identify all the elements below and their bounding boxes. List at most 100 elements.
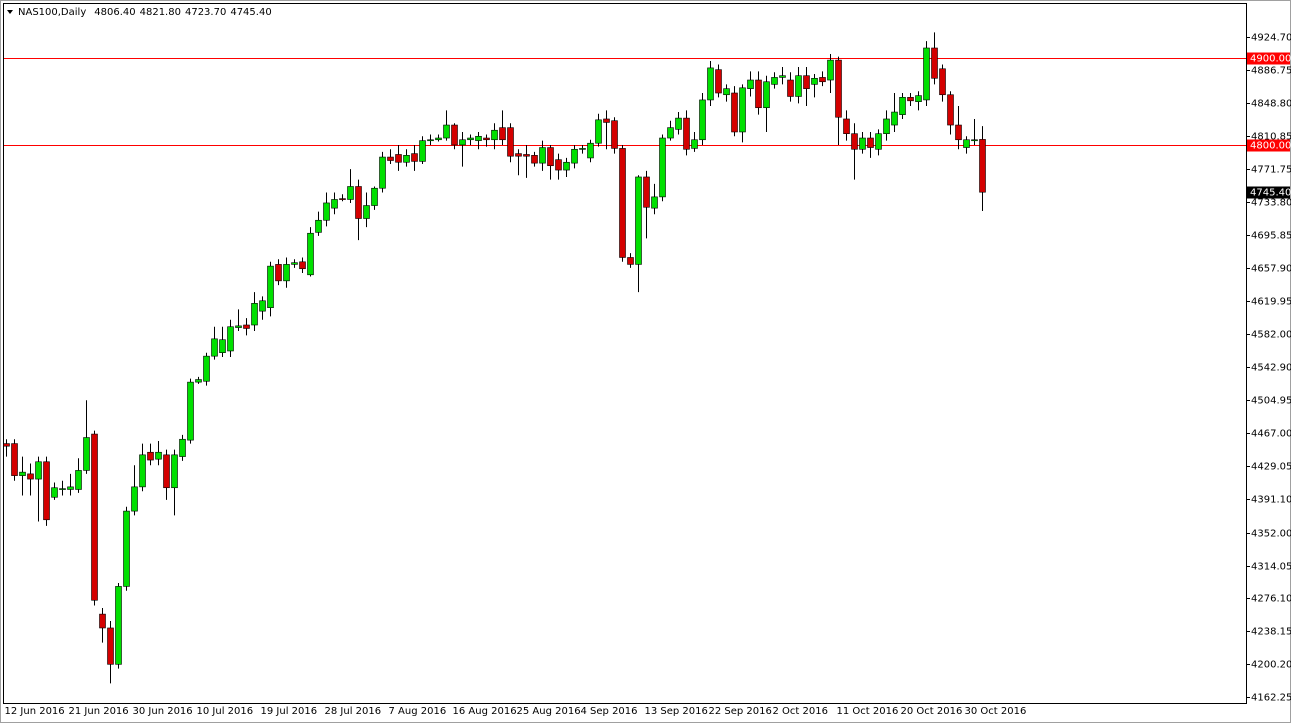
y-tick-label: 4314.05 bbox=[1251, 562, 1291, 573]
y-tick-label: 4276.10 bbox=[1251, 594, 1291, 605]
candle-body bbox=[571, 148, 578, 164]
header-low: 4723.70 bbox=[185, 7, 226, 18]
candle-body bbox=[883, 118, 890, 134]
candle-body bbox=[667, 127, 674, 139]
x-tick-label: 16 Aug 2016 bbox=[453, 706, 517, 717]
candle-body bbox=[267, 265, 274, 308]
candle-body bbox=[115, 586, 122, 665]
candle-body bbox=[275, 264, 282, 282]
candle-body bbox=[11, 443, 18, 476]
candle-body bbox=[355, 186, 362, 219]
candle-body bbox=[427, 139, 434, 142]
menu-arrow[interactable] bbox=[7, 10, 13, 14]
candle-body bbox=[643, 176, 650, 208]
candle-body bbox=[99, 613, 106, 629]
candle-body bbox=[787, 79, 794, 97]
candle-body bbox=[259, 300, 266, 312]
candle-body bbox=[931, 47, 938, 79]
candle-body bbox=[283, 264, 290, 282]
header-high: 4821.80 bbox=[140, 7, 181, 18]
candle-body bbox=[291, 262, 298, 265]
candle-body bbox=[843, 118, 850, 134]
candle-body bbox=[59, 488, 66, 490]
y-tick-label: 4352.00 bbox=[1251, 529, 1291, 540]
candle-body bbox=[523, 154, 530, 157]
candle-body bbox=[195, 379, 202, 383]
candle-body bbox=[899, 97, 906, 115]
candle-body bbox=[179, 438, 186, 457]
x-tick-label: 25 Aug 2016 bbox=[517, 706, 581, 717]
candle-body bbox=[51, 487, 58, 498]
horizontal-line-tag bbox=[1247, 52, 1290, 65]
candle-body bbox=[203, 355, 210, 382]
y-tick-label: 4771.75 bbox=[1251, 165, 1291, 176]
candle-body bbox=[827, 59, 834, 81]
candle-body bbox=[251, 303, 258, 326]
candle-body bbox=[227, 326, 234, 352]
candle-body bbox=[659, 137, 666, 198]
candle-body bbox=[411, 153, 418, 162]
x-tick-label: 11 Oct 2016 bbox=[837, 706, 899, 717]
x-tick-label: 10 Jul 2016 bbox=[197, 706, 254, 717]
candle-body bbox=[403, 155, 410, 163]
candle-body bbox=[451, 124, 458, 146]
candle-body bbox=[771, 77, 778, 85]
y-tick-label: 4200.20 bbox=[1251, 660, 1291, 671]
candle-body bbox=[947, 94, 954, 126]
candle-body bbox=[107, 627, 114, 665]
candle-body bbox=[739, 87, 746, 133]
candle-body bbox=[555, 159, 562, 171]
candle-body bbox=[379, 156, 386, 189]
candle-body bbox=[435, 137, 442, 141]
candle-body bbox=[563, 161, 570, 171]
candle-body bbox=[491, 129, 498, 141]
candle-body bbox=[27, 473, 34, 480]
candle-body bbox=[459, 139, 466, 146]
y-tick-label: 4733.80 bbox=[1251, 198, 1291, 209]
y-tick-label: 4162.25 bbox=[1251, 693, 1291, 704]
candle-body bbox=[147, 451, 154, 461]
x-tick-label: 28 Jul 2016 bbox=[325, 706, 382, 717]
candle-body bbox=[339, 198, 346, 200]
candle-body bbox=[539, 147, 546, 164]
y-tick-label: 4657.90 bbox=[1251, 264, 1291, 275]
candle-body bbox=[443, 124, 450, 139]
candle-body bbox=[595, 119, 602, 144]
candle-body bbox=[3, 443, 10, 447]
y-tick-label: 4810.85 bbox=[1251, 132, 1291, 143]
candle-body bbox=[963, 139, 970, 148]
candle-body bbox=[35, 461, 42, 480]
candle-body bbox=[507, 127, 514, 157]
candle-body bbox=[475, 135, 482, 141]
plot-frame bbox=[3, 3, 1247, 704]
horizontal-line-label: 4800.00 bbox=[1250, 141, 1291, 152]
candle-body bbox=[219, 339, 226, 353]
candle-body bbox=[779, 75, 786, 78]
candle-body bbox=[467, 137, 474, 141]
x-tick-label: 19 Jul 2016 bbox=[261, 706, 318, 717]
candle-body bbox=[915, 95, 922, 102]
candle-body bbox=[331, 199, 338, 209]
candle-body bbox=[299, 261, 306, 270]
candle-body bbox=[19, 471, 26, 476]
candle-body bbox=[243, 324, 250, 329]
candle-body bbox=[835, 59, 842, 118]
candle-body bbox=[699, 99, 706, 141]
candle-body bbox=[43, 461, 50, 521]
candle-body bbox=[91, 433, 98, 601]
y-tick-label: 4429.05 bbox=[1251, 462, 1291, 473]
candle-body bbox=[163, 454, 170, 489]
y-tick-label: 4582.00 bbox=[1251, 330, 1291, 341]
candle-body bbox=[603, 118, 610, 123]
price-label: 4745.40 bbox=[1250, 188, 1291, 199]
x-tick-label: 2 Oct 2016 bbox=[773, 706, 828, 717]
candle-body bbox=[363, 205, 370, 219]
candle-body bbox=[171, 454, 178, 489]
candle-body bbox=[155, 451, 162, 460]
x-tick-label: 22 Sep 2016 bbox=[709, 706, 772, 717]
x-tick-label: 13 Sep 2016 bbox=[645, 706, 708, 717]
candle-body bbox=[387, 156, 394, 161]
candle-body bbox=[83, 437, 90, 471]
symbol: NAS100,Daily bbox=[18, 7, 86, 18]
candle-body bbox=[307, 232, 314, 276]
